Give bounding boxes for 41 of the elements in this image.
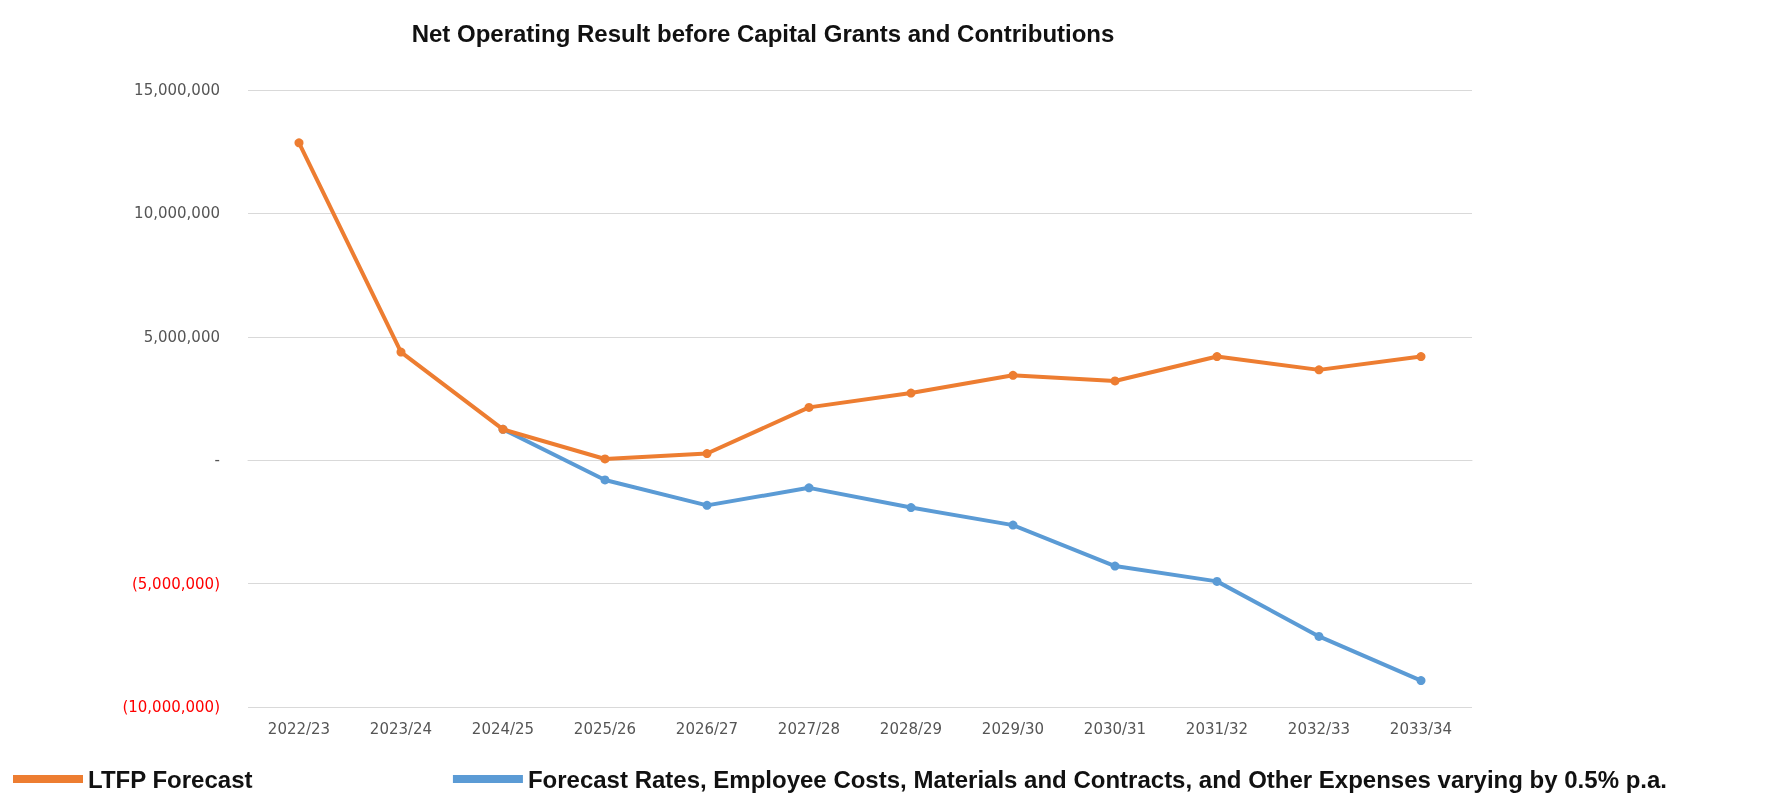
point bbox=[1008, 520, 1018, 530]
point bbox=[1416, 352, 1426, 362]
point bbox=[600, 454, 610, 464]
legend-label: LTFP Forecast bbox=[88, 765, 253, 793]
point bbox=[1416, 676, 1426, 686]
chart-title: Net Operating Result before Capital Grants and Contributions bbox=[411, 19, 1115, 47]
x-tick-label: 2028/29 bbox=[879, 719, 943, 738]
point bbox=[396, 347, 406, 357]
x-tick-label: 2027/28 bbox=[777, 719, 841, 738]
point bbox=[702, 500, 712, 510]
y-tick-label: 15,000,000 bbox=[134, 81, 220, 99]
point bbox=[702, 449, 712, 459]
y-tick-label: 5,000,000 bbox=[143, 327, 220, 346]
x-tick-label: 2029/30 bbox=[981, 719, 1045, 738]
y-tick-label: 10,000,000 bbox=[134, 204, 220, 223]
point bbox=[804, 483, 814, 493]
y-tick-label: (5,000,000) bbox=[131, 574, 220, 593]
x-tick-label: 2032/33 bbox=[1287, 719, 1351, 738]
point bbox=[804, 402, 814, 412]
x-tick-label: 2024/25 bbox=[471, 719, 535, 738]
point bbox=[1008, 370, 1018, 380]
x-tick-label: 2031/32 bbox=[1185, 719, 1249, 738]
x-tick-label: 2025/26 bbox=[573, 719, 637, 738]
point bbox=[1110, 561, 1120, 571]
x-tick-label: 2026/27 bbox=[675, 719, 739, 738]
x-tick-label: 2022/23 bbox=[267, 719, 331, 738]
point bbox=[1314, 365, 1324, 375]
y-tick-label: (10,000,000) bbox=[122, 698, 220, 716]
x-tick-label: 2023/24 bbox=[369, 719, 433, 738]
x-tick-label: 2033/34 bbox=[1389, 719, 1453, 738]
point bbox=[906, 388, 916, 398]
y-tick-label: - bbox=[214, 451, 220, 470]
point bbox=[1110, 376, 1120, 386]
point bbox=[906, 503, 916, 513]
point bbox=[294, 138, 304, 148]
point bbox=[1314, 631, 1324, 641]
point bbox=[1212, 352, 1222, 362]
point bbox=[1212, 576, 1222, 586]
legend-label: Forecast Rates, Employee Costs, Materials and Contracts, and Other Expenses varying by 0.5% p.a. bbox=[527, 765, 1667, 793]
point bbox=[600, 475, 610, 485]
x-tick-label: 2030/31 bbox=[1083, 719, 1147, 738]
